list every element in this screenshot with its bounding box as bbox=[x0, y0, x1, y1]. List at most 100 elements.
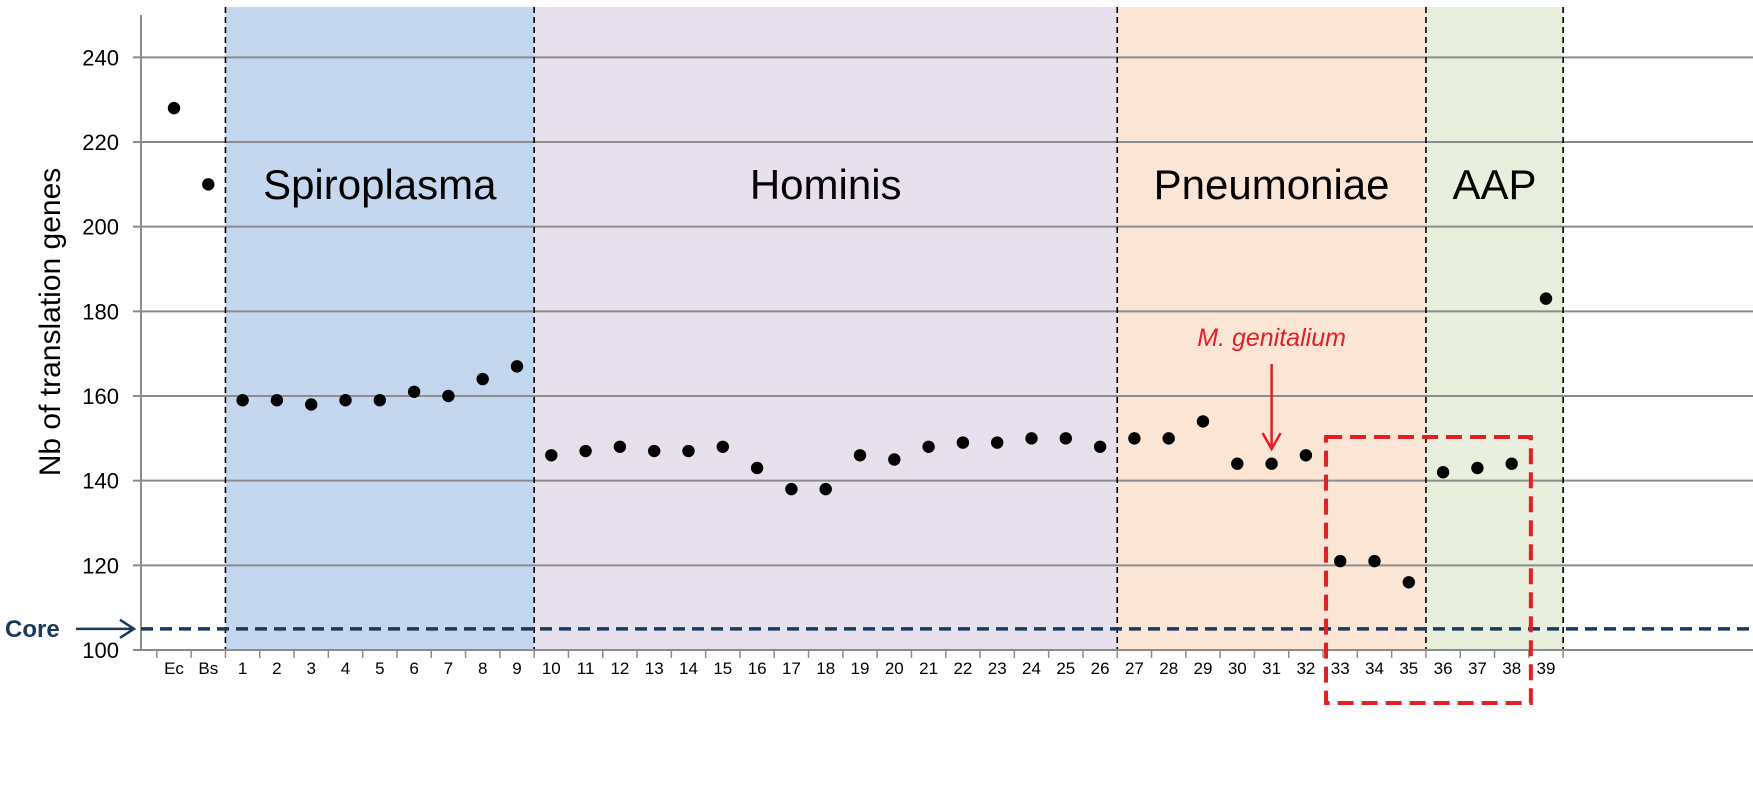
x-tick-label: 12 bbox=[610, 659, 629, 678]
core-reference-line: Core bbox=[5, 616, 1753, 643]
y-axis-label: Nb of translation genes bbox=[34, 168, 67, 477]
core-arrow-head bbox=[119, 618, 137, 639]
group-dividers bbox=[224, 7, 1564, 650]
x-tick-label: 20 bbox=[885, 659, 904, 678]
axes bbox=[133, 15, 1753, 658]
x-tick-label: Bs bbox=[198, 659, 218, 678]
annotation-label: M. genitalium bbox=[1197, 324, 1346, 352]
x-tick-label: 1 bbox=[238, 659, 247, 678]
data-point-22 bbox=[956, 436, 970, 449]
data-point-33 bbox=[1334, 554, 1347, 568]
x-tick-label: 34 bbox=[1365, 659, 1384, 678]
x-tick-label: 28 bbox=[1159, 659, 1178, 678]
data-point-24 bbox=[1025, 432, 1038, 445]
data-point-18 bbox=[819, 482, 832, 496]
data-point-1 bbox=[236, 394, 249, 407]
x-tick-label: 19 bbox=[851, 659, 870, 678]
data-point-5 bbox=[373, 394, 386, 407]
y-tick-label: 160 bbox=[82, 384, 119, 409]
data-point-Ec bbox=[167, 101, 181, 115]
x-tick-label: 32 bbox=[1296, 659, 1315, 678]
x-tick-label: 17 bbox=[782, 659, 801, 678]
x-tick-label: 37 bbox=[1468, 659, 1487, 678]
data-point-23 bbox=[991, 436, 1004, 449]
data-point-16 bbox=[750, 461, 764, 475]
band-aap bbox=[1425, 7, 1564, 650]
data-point-36 bbox=[1436, 466, 1450, 479]
group-label: Hominis bbox=[750, 161, 902, 208]
x-tick-label: 18 bbox=[816, 659, 835, 678]
x-tick-label: 13 bbox=[645, 659, 664, 678]
x-tick-label: 9 bbox=[512, 659, 521, 678]
data-point-25 bbox=[1059, 432, 1073, 445]
data-point-12 bbox=[613, 440, 627, 453]
x-tick-label: 30 bbox=[1228, 659, 1247, 678]
data-point-8 bbox=[476, 372, 489, 386]
x-tick-label: 7 bbox=[444, 659, 453, 678]
x-tick-label: 39 bbox=[1537, 659, 1556, 678]
x-tick-label: 8 bbox=[478, 659, 487, 678]
x-tick-label: 6 bbox=[409, 659, 418, 678]
data-point-3 bbox=[305, 398, 318, 411]
y-tick-label: 100 bbox=[82, 638, 119, 663]
x-tick-label: 15 bbox=[713, 659, 732, 678]
y-tick-label: 180 bbox=[82, 299, 119, 324]
x-tick-label: 16 bbox=[748, 659, 767, 678]
data-point-4 bbox=[339, 394, 352, 407]
genitalium-annotation: M. genitalium bbox=[1197, 324, 1346, 452]
data-points bbox=[167, 101, 1553, 589]
y-tick-label: 220 bbox=[82, 130, 119, 155]
y-tick-label: 240 bbox=[82, 45, 119, 70]
data-point-10 bbox=[545, 449, 558, 462]
data-point-27 bbox=[1128, 432, 1141, 445]
y-tick-label: 140 bbox=[82, 469, 119, 494]
x-tick-label: 36 bbox=[1434, 659, 1453, 678]
x-tick-label: 38 bbox=[1502, 659, 1521, 678]
group-bands bbox=[225, 7, 1564, 650]
x-tick-label: 21 bbox=[919, 659, 938, 678]
data-point-32 bbox=[1299, 449, 1313, 462]
data-point-34 bbox=[1368, 554, 1381, 568]
y-tick-labels: 100 120 140 160 180 200 220 240 bbox=[82, 45, 119, 663]
band-hominis bbox=[534, 7, 1118, 650]
band-spiroplasma bbox=[225, 7, 535, 650]
x-tick-label: 3 bbox=[306, 659, 315, 678]
x-tick-labels: Ec Bs 1 2 3 4 5 6 7 8 9 10 11 12 13 14 15 16 17 18 19 20 21 22 2… bbox=[164, 659, 1555, 678]
x-tick-label: 33 bbox=[1331, 659, 1350, 678]
data-point-7 bbox=[442, 389, 455, 403]
x-tick-label: 31 bbox=[1262, 659, 1281, 678]
annotation-arrow-head bbox=[1261, 432, 1282, 452]
group-labels: Spiroplasma Hominis Pneumoniae AAP bbox=[263, 161, 1537, 208]
data-point-19 bbox=[853, 449, 867, 462]
band-pneumoniae bbox=[1117, 7, 1426, 650]
data-point-39 bbox=[1539, 292, 1553, 305]
x-tick-label: 25 bbox=[1056, 659, 1075, 678]
highlight-box bbox=[1324, 435, 1533, 705]
x-tick-label: 14 bbox=[679, 659, 698, 678]
group-label: AAP bbox=[1453, 161, 1537, 208]
y-tick-label: 200 bbox=[82, 215, 119, 240]
x-tick-label: 11 bbox=[577, 659, 595, 678]
data-point-38 bbox=[1505, 457, 1518, 470]
data-point-20 bbox=[888, 453, 901, 466]
data-point-31 bbox=[1265, 457, 1278, 470]
highlight-rect bbox=[1324, 435, 1533, 705]
x-tick-label: 23 bbox=[988, 659, 1007, 678]
group-label: Pneumoniae bbox=[1154, 161, 1390, 208]
data-point-15 bbox=[716, 440, 729, 453]
data-point-11 bbox=[579, 444, 592, 458]
data-point-37 bbox=[1471, 461, 1484, 475]
data-point-9 bbox=[510, 360, 524, 373]
data-point-17 bbox=[785, 482, 798, 496]
x-tick-label: 4 bbox=[341, 659, 350, 678]
data-point-6 bbox=[407, 385, 421, 398]
x-tick-label: 27 bbox=[1125, 659, 1144, 678]
x-tick-label: Ec bbox=[164, 659, 184, 678]
data-point-35 bbox=[1402, 576, 1416, 589]
x-tick-label: 22 bbox=[953, 659, 972, 678]
data-point-Bs bbox=[202, 178, 215, 191]
x-tick-label: 26 bbox=[1091, 659, 1110, 678]
data-point-28 bbox=[1162, 432, 1175, 445]
x-tick-label: 24 bbox=[1022, 659, 1041, 678]
